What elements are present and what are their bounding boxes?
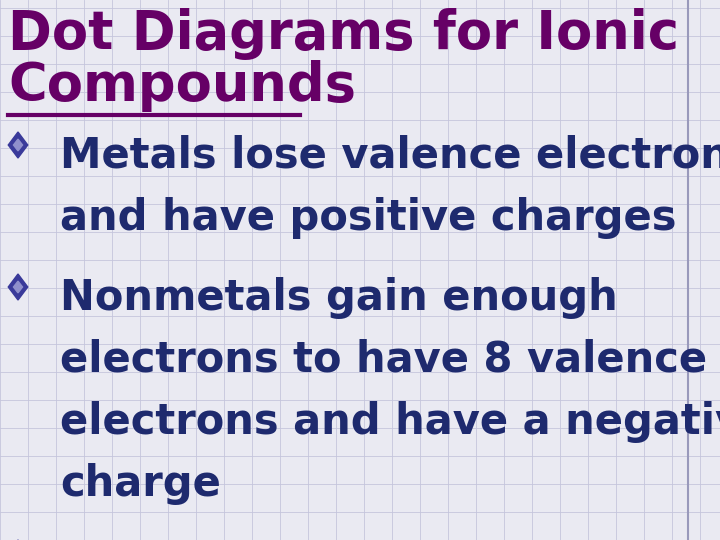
Polygon shape: [14, 139, 22, 151]
Text: Nonmetals gain enough: Nonmetals gain enough: [60, 277, 618, 319]
Text: electrons to have 8 valence: electrons to have 8 valence: [60, 339, 707, 381]
Text: Metals lose valence electrons: Metals lose valence electrons: [60, 135, 720, 177]
Polygon shape: [14, 281, 22, 293]
Text: electrons and have a negative: electrons and have a negative: [60, 401, 720, 443]
Text: charge: charge: [60, 463, 221, 505]
Polygon shape: [8, 132, 28, 158]
Text: Dot Diagrams for Ionic: Dot Diagrams for Ionic: [8, 8, 679, 60]
Text: and have positive charges: and have positive charges: [60, 197, 677, 239]
Polygon shape: [8, 274, 28, 300]
Text: Compounds: Compounds: [8, 60, 356, 112]
